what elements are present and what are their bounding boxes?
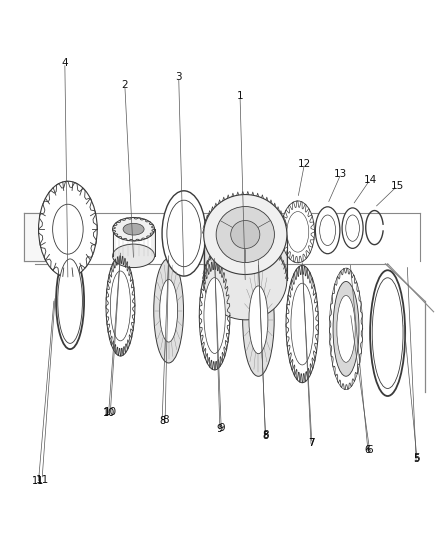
Ellipse shape <box>315 207 340 254</box>
Text: 1: 1 <box>237 91 244 101</box>
Ellipse shape <box>162 191 206 276</box>
Text: 7: 7 <box>308 439 315 448</box>
Ellipse shape <box>231 221 260 248</box>
Text: 6: 6 <box>365 446 371 455</box>
Ellipse shape <box>243 263 274 376</box>
Text: 2: 2 <box>121 80 128 90</box>
Ellipse shape <box>110 271 131 341</box>
Ellipse shape <box>333 281 359 376</box>
Ellipse shape <box>281 201 314 263</box>
Ellipse shape <box>58 259 82 343</box>
Ellipse shape <box>123 223 144 235</box>
Text: 11: 11 <box>32 476 45 486</box>
Ellipse shape <box>286 265 318 383</box>
Text: 15: 15 <box>391 181 404 191</box>
Ellipse shape <box>370 270 405 396</box>
Text: 5: 5 <box>413 454 420 463</box>
Ellipse shape <box>160 279 177 342</box>
Ellipse shape <box>329 268 363 390</box>
Ellipse shape <box>53 204 83 254</box>
Ellipse shape <box>291 283 314 365</box>
Text: 3: 3 <box>175 72 182 82</box>
Text: 10: 10 <box>102 408 115 418</box>
Ellipse shape <box>346 215 360 241</box>
Text: 6: 6 <box>366 446 373 455</box>
Text: 11: 11 <box>35 475 49 484</box>
Ellipse shape <box>199 261 230 370</box>
Text: 8: 8 <box>162 415 169 425</box>
Text: 13: 13 <box>334 169 347 179</box>
Ellipse shape <box>113 244 155 268</box>
Text: 8: 8 <box>159 416 165 426</box>
Ellipse shape <box>204 240 287 320</box>
Text: 7: 7 <box>308 439 314 448</box>
Ellipse shape <box>337 295 355 362</box>
Ellipse shape <box>320 215 336 246</box>
Ellipse shape <box>167 200 201 266</box>
Text: 9: 9 <box>217 424 223 434</box>
Ellipse shape <box>287 212 309 252</box>
Ellipse shape <box>113 217 155 241</box>
Text: 12: 12 <box>298 159 311 169</box>
Ellipse shape <box>249 286 268 354</box>
Ellipse shape <box>56 253 84 349</box>
Ellipse shape <box>204 195 287 274</box>
Polygon shape <box>24 213 57 261</box>
Ellipse shape <box>372 278 403 389</box>
Text: 5: 5 <box>413 455 419 464</box>
Ellipse shape <box>204 278 225 353</box>
Ellipse shape <box>39 181 97 277</box>
Text: 8: 8 <box>262 431 268 441</box>
Ellipse shape <box>342 208 363 248</box>
Text: 8: 8 <box>262 431 269 440</box>
Text: 4: 4 <box>61 58 68 68</box>
Ellipse shape <box>154 259 184 363</box>
Text: 10: 10 <box>104 407 117 417</box>
Text: 14: 14 <box>364 175 377 184</box>
Ellipse shape <box>106 256 135 356</box>
Ellipse shape <box>216 206 274 263</box>
Text: 9: 9 <box>218 423 225 433</box>
